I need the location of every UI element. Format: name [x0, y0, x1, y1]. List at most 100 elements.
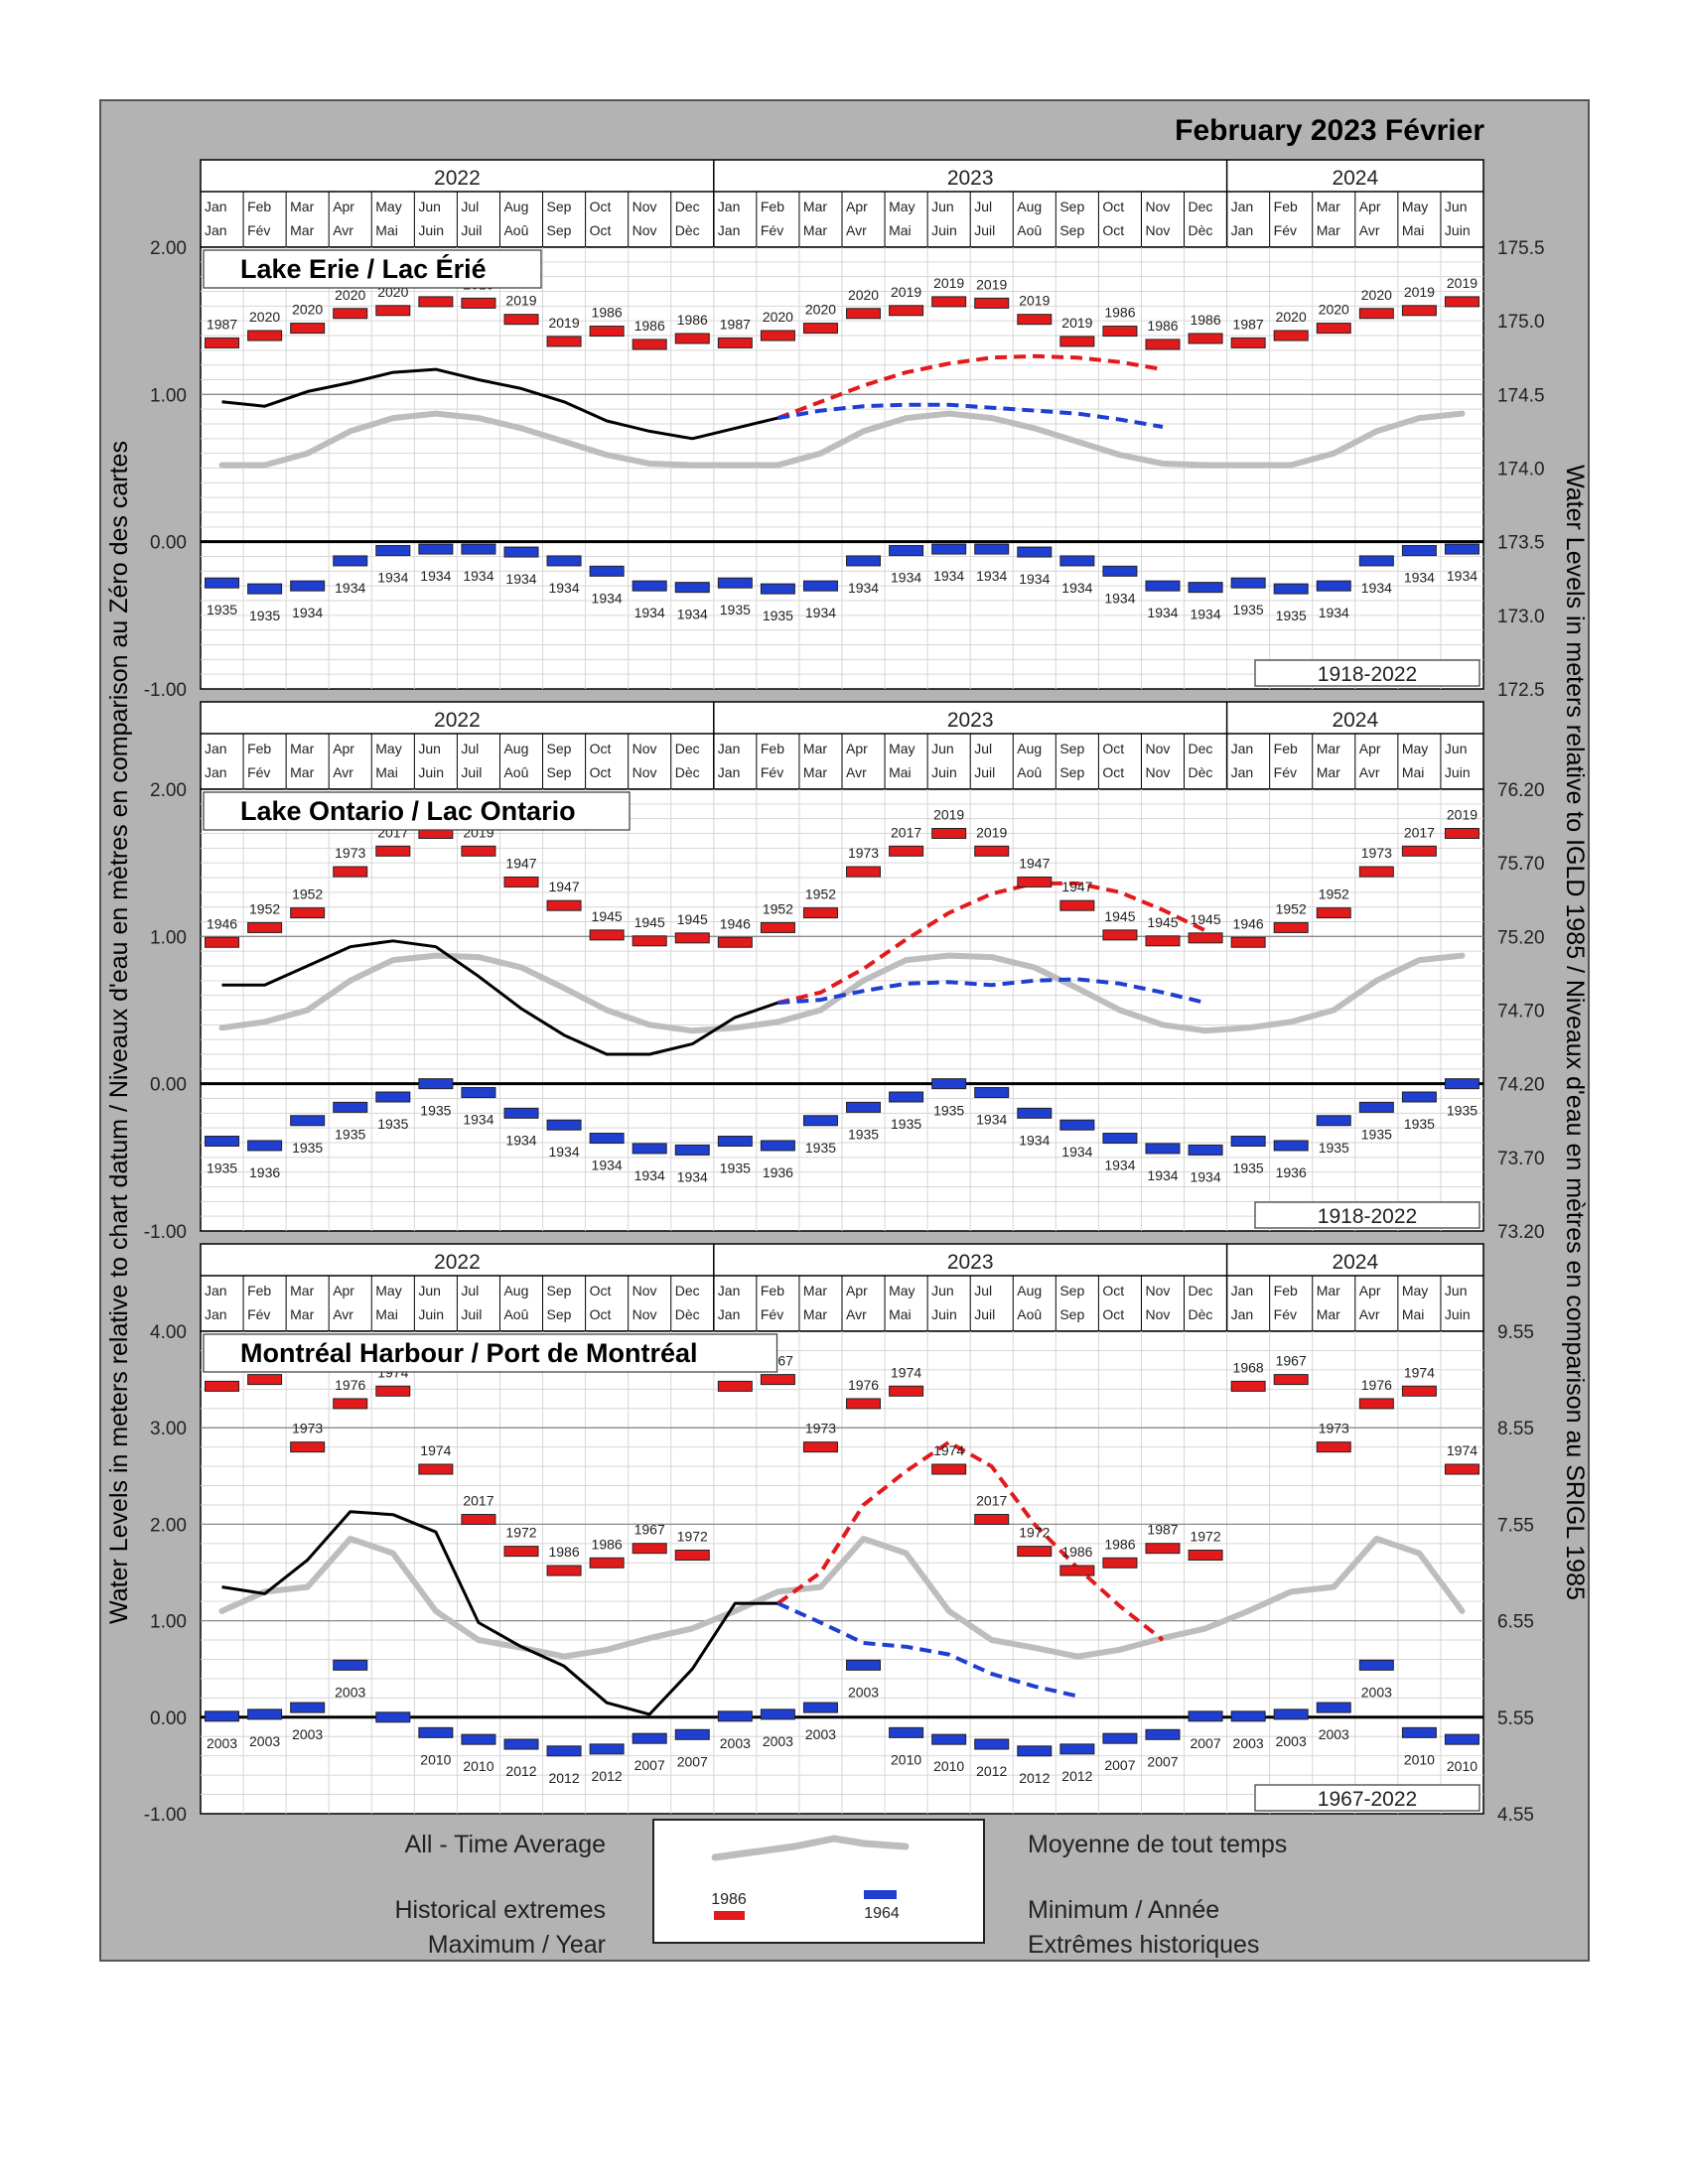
- month-label-en: Nov: [1145, 199, 1170, 214]
- panel-title: Lake Ontario / Lac Ontario: [240, 796, 576, 826]
- min-marker: [802, 1115, 838, 1127]
- max-marker: [1316, 907, 1351, 919]
- max-marker: [1188, 333, 1223, 344]
- max-marker: [802, 323, 838, 335]
- min-year-label: 1935: [720, 1160, 751, 1176]
- min-year-label: 1934: [292, 605, 323, 620]
- min-marker: [1230, 1136, 1266, 1148]
- max-marker: [974, 845, 1010, 857]
- month-label-fr: Jan: [205, 764, 227, 780]
- max-marker: [1145, 1543, 1181, 1555]
- month-label-fr: Fév: [1274, 1306, 1297, 1322]
- y-tick-label: -1.00: [144, 680, 187, 701]
- month-label-en: May: [1402, 1283, 1428, 1298]
- y2-tick-label: 8.55: [1497, 1419, 1534, 1439]
- month-label-fr: Dèc: [675, 222, 700, 238]
- min-marker: [1102, 1732, 1138, 1744]
- month-label-fr: Aoû: [503, 764, 528, 780]
- min-year-label: 1934: [805, 605, 836, 620]
- month-label-fr: Aoû: [1017, 222, 1042, 238]
- max-year-label: 2020: [292, 302, 323, 318]
- month-label-en: Nov: [633, 1283, 657, 1298]
- min-year-label: 1935: [1447, 1103, 1477, 1119]
- max-year-label: 1986: [548, 1544, 579, 1560]
- max-marker: [290, 907, 326, 919]
- max-year-label: 1973: [335, 845, 365, 861]
- max-marker: [760, 1374, 795, 1386]
- month-label-fr: Nov: [633, 222, 657, 238]
- max-marker: [1145, 339, 1181, 350]
- min-marker: [1102, 1133, 1138, 1145]
- year-label: 2022: [434, 167, 481, 190]
- month-label-fr: Sep: [547, 1306, 572, 1322]
- min-marker: [1401, 1091, 1437, 1103]
- min-year-label: 2010: [1447, 1758, 1477, 1774]
- max-marker: [461, 845, 496, 857]
- month-label-fr: Mar: [1317, 764, 1340, 780]
- min-year-label: 1935: [933, 1103, 964, 1119]
- month-label-fr: Sep: [1059, 222, 1084, 238]
- max-year-label: 1945: [1147, 914, 1178, 930]
- legend-average-en: All - Time Average: [405, 1831, 606, 1858]
- y-tick-label: 2.00: [150, 238, 187, 259]
- min-year-label: 1935: [1361, 1126, 1392, 1142]
- max-marker: [1316, 1441, 1351, 1453]
- month-label-fr: Jan: [718, 1306, 741, 1322]
- min-marker: [1230, 577, 1266, 589]
- max-year-label: 1952: [763, 900, 793, 916]
- min-marker: [418, 1078, 454, 1090]
- max-year-label: 1987: [1147, 1522, 1178, 1538]
- min-year-label: 1934: [1319, 605, 1349, 620]
- month-label-fr: Fév: [761, 222, 783, 238]
- month-label-fr: Juin: [1445, 764, 1471, 780]
- month-label-fr: Dèc: [1189, 222, 1213, 238]
- min-marker: [760, 1140, 795, 1152]
- min-marker: [461, 543, 496, 555]
- min-year-label: 2010: [420, 1751, 451, 1767]
- forecast-low-line: [777, 977, 1206, 1006]
- month-label-en: Sep: [547, 199, 572, 214]
- max-marker: [1017, 1546, 1053, 1558]
- period-label: 1918-2022: [1318, 1205, 1417, 1228]
- y2-tick-label: 5.55: [1497, 1708, 1534, 1729]
- month-label-en: Feb: [761, 1283, 784, 1298]
- min-marker: [974, 543, 1010, 555]
- month-label-fr: Aoû: [1017, 1306, 1042, 1322]
- month-label-en: Jun: [931, 1283, 954, 1298]
- min-marker: [889, 545, 924, 557]
- month-label-en: Jan: [205, 741, 227, 756]
- month-label-fr: Jan: [1231, 222, 1254, 238]
- max-year-label: 1986: [1061, 1544, 1092, 1560]
- min-marker: [1059, 1743, 1095, 1755]
- month-label-en: Jul: [974, 199, 992, 214]
- min-marker: [461, 1087, 496, 1099]
- y-tick-label: 4.00: [150, 1322, 187, 1343]
- max-year-label: 1973: [848, 845, 879, 861]
- min-marker: [674, 582, 710, 594]
- month-label-en: Jan: [205, 199, 227, 214]
- max-marker: [333, 1398, 368, 1410]
- max-marker: [931, 828, 967, 839]
- min-year-label: 2003: [249, 1733, 280, 1749]
- month-label-en: Feb: [1274, 1283, 1298, 1298]
- min-marker: [1444, 1733, 1479, 1745]
- month-label-en: Feb: [1274, 741, 1298, 756]
- month-label-en: Jul: [461, 741, 479, 756]
- max-year-label: 1945: [1104, 908, 1135, 924]
- max-marker: [717, 936, 753, 948]
- month-label-en: Oct: [590, 741, 612, 756]
- min-marker: [1188, 1710, 1223, 1722]
- month-label-en: Jul: [974, 741, 992, 756]
- month-label-en: Oct: [1102, 199, 1124, 214]
- forecast-high-line: [776, 353, 1164, 420]
- max-year-label: 2019: [976, 276, 1007, 292]
- max-year-label: 2017: [1404, 824, 1435, 840]
- max-year-label: 1974: [420, 1442, 451, 1458]
- max-year-label: 1968: [1233, 1359, 1264, 1375]
- max-marker: [461, 1514, 496, 1526]
- max-year-label: 1952: [249, 900, 280, 916]
- month-label-en: May: [375, 741, 401, 756]
- min-year-label: 1934: [1190, 1168, 1220, 1184]
- max-marker: [333, 308, 368, 320]
- min-year-label: 2012: [592, 1768, 623, 1784]
